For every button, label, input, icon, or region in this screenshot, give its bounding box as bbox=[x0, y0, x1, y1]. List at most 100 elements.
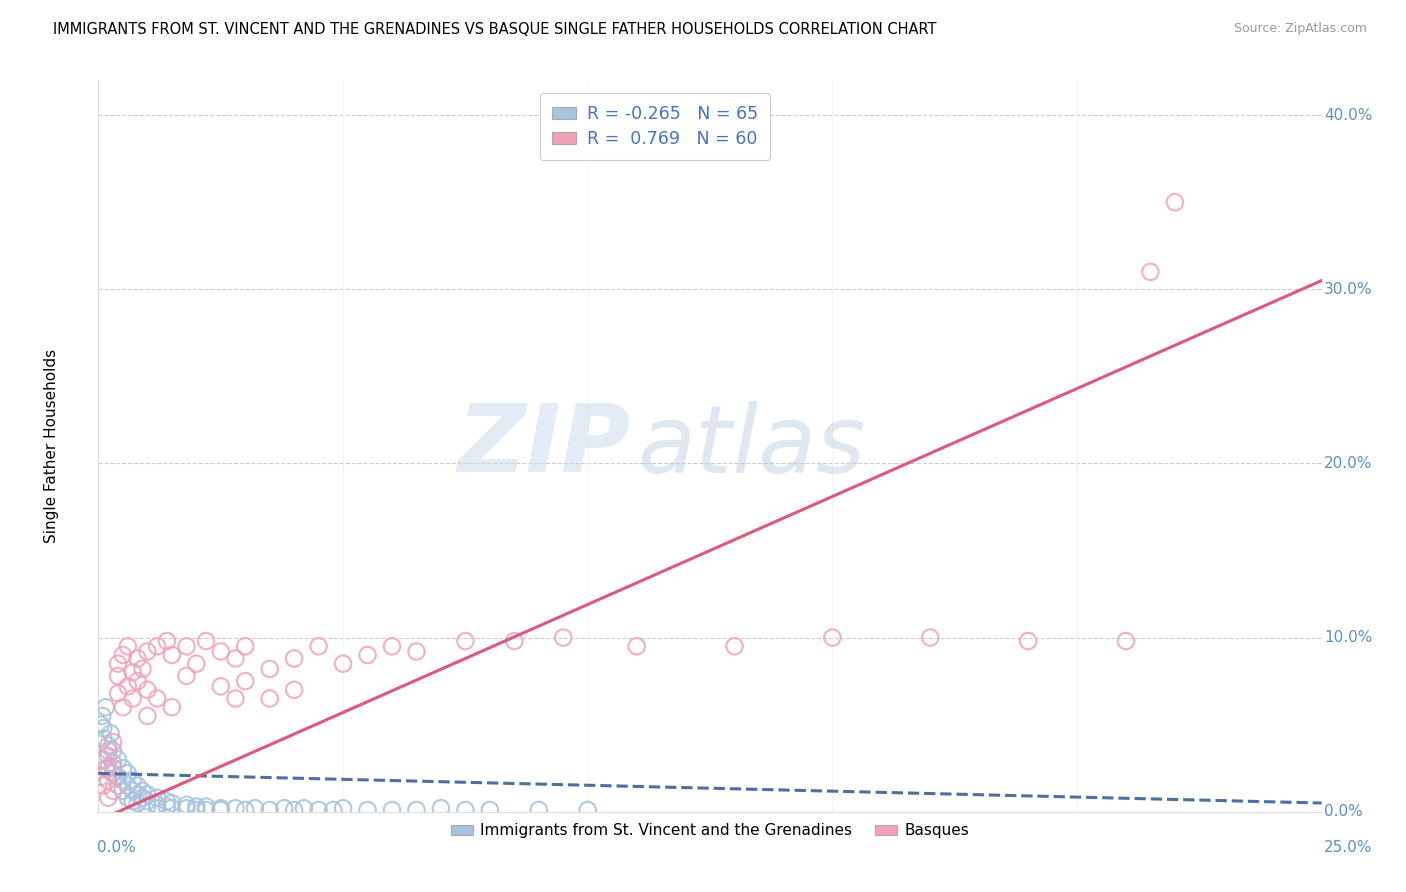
Point bbox=[117, 679, 139, 693]
Text: atlas: atlas bbox=[637, 401, 865, 491]
Point bbox=[356, 803, 378, 817]
Point bbox=[146, 797, 169, 812]
Text: 20.0%: 20.0% bbox=[1324, 456, 1372, 471]
Point bbox=[117, 790, 139, 805]
Point bbox=[111, 773, 134, 788]
Point bbox=[97, 744, 120, 758]
Point bbox=[233, 803, 256, 817]
Point bbox=[94, 700, 117, 714]
Point bbox=[121, 794, 143, 808]
Legend: Immigrants from St. Vincent and the Grenadines, Basques: Immigrants from St. Vincent and the Gren… bbox=[446, 817, 974, 845]
Point bbox=[405, 803, 427, 817]
Point bbox=[405, 644, 427, 658]
Point bbox=[97, 761, 120, 775]
Point bbox=[111, 648, 134, 662]
Point bbox=[97, 790, 120, 805]
Point bbox=[121, 691, 143, 706]
Point bbox=[553, 631, 575, 645]
Point bbox=[503, 634, 526, 648]
Point bbox=[127, 787, 149, 801]
Point bbox=[91, 752, 114, 766]
Point bbox=[576, 803, 599, 817]
Point bbox=[121, 665, 143, 680]
Point bbox=[160, 700, 183, 714]
Point bbox=[97, 749, 120, 764]
Point bbox=[209, 679, 232, 693]
Point bbox=[233, 674, 256, 689]
Point bbox=[233, 640, 256, 654]
Point bbox=[136, 709, 159, 723]
Point bbox=[146, 640, 169, 654]
Point bbox=[91, 721, 114, 735]
Point bbox=[454, 803, 477, 817]
Point bbox=[107, 669, 129, 683]
Point bbox=[626, 640, 648, 654]
Point bbox=[821, 631, 844, 645]
Point bbox=[101, 784, 124, 798]
Text: 10.0%: 10.0% bbox=[1324, 630, 1372, 645]
Point bbox=[176, 801, 198, 815]
Text: Single Father Households: Single Father Households bbox=[45, 349, 59, 543]
Point bbox=[430, 801, 453, 815]
Point bbox=[186, 799, 208, 814]
Point bbox=[156, 794, 179, 808]
Point bbox=[136, 794, 159, 808]
Point bbox=[146, 790, 169, 805]
Point bbox=[107, 686, 129, 700]
Point bbox=[121, 773, 143, 788]
Point bbox=[332, 801, 354, 815]
Point bbox=[454, 634, 477, 648]
Point bbox=[283, 803, 305, 817]
Point bbox=[160, 796, 183, 810]
Text: IMMIGRANTS FROM ST. VINCENT AND THE GRENADINES VS BASQUE SINGLE FATHER HOUSEHOLD: IMMIGRANTS FROM ST. VINCENT AND THE GREN… bbox=[53, 22, 936, 37]
Point bbox=[186, 657, 208, 671]
Point bbox=[107, 770, 129, 784]
Point bbox=[283, 651, 305, 665]
Text: Source: ZipAtlas.com: Source: ZipAtlas.com bbox=[1233, 22, 1367, 36]
Point bbox=[186, 803, 208, 817]
Point bbox=[117, 640, 139, 654]
Point bbox=[131, 790, 153, 805]
Point bbox=[127, 651, 149, 665]
Point bbox=[127, 779, 149, 793]
Point bbox=[136, 787, 159, 801]
Text: 0.0%: 0.0% bbox=[1324, 805, 1362, 819]
Point bbox=[1017, 634, 1039, 648]
Point bbox=[101, 756, 124, 770]
Point bbox=[117, 779, 139, 793]
Point bbox=[101, 766, 124, 780]
Point bbox=[101, 735, 124, 749]
Text: 30.0%: 30.0% bbox=[1324, 282, 1372, 297]
Point bbox=[176, 669, 198, 683]
Point bbox=[136, 682, 159, 697]
Point bbox=[101, 761, 124, 775]
Point bbox=[259, 691, 281, 706]
Point bbox=[136, 799, 159, 814]
Point bbox=[292, 801, 315, 815]
Point bbox=[259, 803, 281, 817]
Point bbox=[195, 634, 218, 648]
Point bbox=[176, 797, 198, 812]
Point bbox=[356, 648, 378, 662]
Point bbox=[332, 657, 354, 671]
Point bbox=[920, 631, 942, 645]
Point bbox=[224, 801, 246, 815]
Point bbox=[131, 662, 153, 676]
Point bbox=[107, 779, 129, 793]
Point bbox=[224, 691, 246, 706]
Point bbox=[90, 770, 112, 784]
Point bbox=[91, 779, 114, 793]
Point bbox=[176, 640, 198, 654]
Point bbox=[107, 657, 129, 671]
Point bbox=[160, 648, 183, 662]
Point bbox=[195, 803, 218, 817]
Point bbox=[146, 691, 169, 706]
Point bbox=[127, 796, 149, 810]
Point bbox=[283, 682, 305, 697]
Point bbox=[209, 644, 232, 658]
Point bbox=[131, 784, 153, 798]
Point bbox=[1139, 265, 1161, 279]
Point bbox=[527, 803, 550, 817]
Point bbox=[723, 640, 745, 654]
Point bbox=[322, 803, 344, 817]
